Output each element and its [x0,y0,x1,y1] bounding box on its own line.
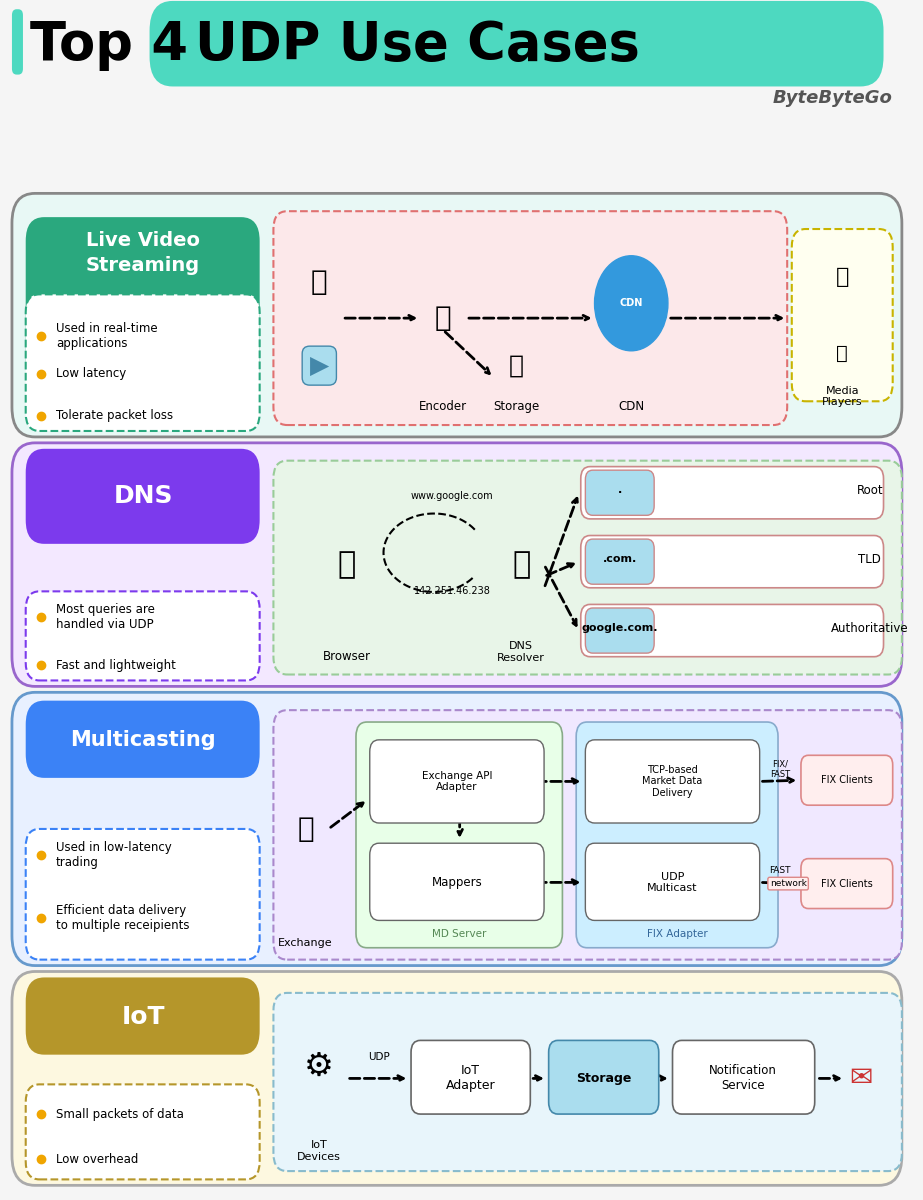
Text: IoT
Adapter: IoT Adapter [446,1064,496,1092]
Text: UDP: UDP [368,1052,390,1062]
FancyBboxPatch shape [548,1040,659,1114]
Text: Browser: Browser [323,649,371,662]
Text: FIX Clients: FIX Clients [821,775,873,785]
FancyBboxPatch shape [26,217,259,389]
FancyBboxPatch shape [673,1040,815,1114]
FancyBboxPatch shape [585,608,654,653]
FancyBboxPatch shape [581,467,883,518]
Text: .com.: .com. [603,554,638,564]
Text: Media
Players: Media Players [821,385,863,407]
Text: Most queries are
handled via UDP: Most queries are handled via UDP [56,604,155,631]
FancyBboxPatch shape [273,211,787,425]
Text: 🗄: 🗄 [512,550,530,580]
FancyBboxPatch shape [273,992,902,1171]
FancyBboxPatch shape [801,755,893,805]
Text: Mappers: Mappers [432,876,483,889]
FancyBboxPatch shape [12,972,902,1186]
Text: google.com.: google.com. [582,623,658,634]
FancyBboxPatch shape [12,443,902,686]
FancyBboxPatch shape [411,1040,531,1114]
Text: Exchange API
Adapter: Exchange API Adapter [422,770,492,792]
Text: Low latency: Low latency [56,367,126,380]
FancyBboxPatch shape [12,10,23,74]
Text: CDN: CDN [618,400,644,413]
Text: Multicasting: Multicasting [70,730,216,750]
FancyBboxPatch shape [585,539,654,584]
FancyBboxPatch shape [576,722,778,948]
Text: Exchange: Exchange [278,937,333,948]
Text: Used in low-latency
trading: Used in low-latency trading [56,841,172,869]
Text: 📁: 📁 [509,354,524,378]
FancyBboxPatch shape [26,449,259,544]
Text: Storage: Storage [576,1072,631,1085]
FancyBboxPatch shape [792,229,893,401]
FancyBboxPatch shape [273,710,902,960]
Text: FIX Adapter: FIX Adapter [647,930,707,940]
Text: 🏦: 🏦 [297,815,314,842]
FancyBboxPatch shape [585,740,760,823]
FancyBboxPatch shape [585,470,654,515]
Text: DNS
Resolver: DNS Resolver [497,641,545,662]
FancyBboxPatch shape [581,605,883,656]
Text: 🖥: 🖥 [835,266,849,287]
FancyBboxPatch shape [581,535,883,588]
Text: UDP
Multicast: UDP Multicast [647,871,698,893]
Text: TCP-based
Market Data
Delivery: TCP-based Market Data Delivery [642,764,702,798]
Text: TLD: TLD [858,553,881,565]
FancyBboxPatch shape [26,294,259,431]
Text: FAST: FAST [769,866,791,875]
Text: network: network [770,880,807,888]
FancyBboxPatch shape [370,844,544,920]
Text: ⚙️: ⚙️ [305,1050,334,1084]
Text: .: . [618,485,622,496]
Text: DNS: DNS [114,485,173,509]
FancyBboxPatch shape [801,859,893,908]
FancyBboxPatch shape [273,461,902,674]
Text: Authoritative: Authoritative [831,622,908,635]
FancyBboxPatch shape [26,829,259,960]
Text: Storage: Storage [494,400,540,413]
Text: 🎤: 🎤 [311,269,328,296]
Text: UDP Use Cases: UDP Use Cases [196,19,641,71]
Circle shape [594,256,668,350]
Text: IoT
Devices: IoT Devices [297,1140,342,1162]
Text: Notification
Service: Notification Service [709,1064,777,1092]
FancyBboxPatch shape [12,193,902,437]
Text: www.google.com: www.google.com [411,491,494,502]
Text: Tolerate packet loss: Tolerate packet loss [56,409,174,422]
FancyBboxPatch shape [26,592,259,680]
Text: IoT: IoT [122,1004,165,1028]
FancyBboxPatch shape [26,978,259,1055]
Text: Top 4: Top 4 [30,19,207,71]
FancyBboxPatch shape [370,740,544,823]
Text: Encoder: Encoder [419,400,467,413]
Text: Fast and lightweight: Fast and lightweight [56,659,176,672]
Text: 📱: 📱 [836,344,848,364]
Text: ByteByteGo: ByteByteGo [773,89,893,107]
Text: 💻: 💻 [435,304,451,332]
Text: ✉: ✉ [849,1064,872,1092]
Text: Used in real-time
applications: Used in real-time applications [56,322,158,350]
Text: Root: Root [857,484,883,497]
Text: FIX/
FAST: FIX/ FAST [770,760,790,779]
Text: Efficient data delivery
to multiple receipients: Efficient data delivery to multiple rece… [56,904,189,932]
Text: Live Video
Streaming: Live Video Streaming [86,230,200,275]
Text: Small packets of data: Small packets of data [56,1108,184,1121]
FancyBboxPatch shape [26,701,259,778]
FancyBboxPatch shape [12,692,902,966]
Text: Low overhead: Low overhead [56,1153,138,1165]
Text: 142.251.46.238: 142.251.46.238 [414,587,491,596]
FancyBboxPatch shape [150,1,883,86]
Text: MD Server: MD Server [432,930,485,940]
Text: ▶: ▶ [310,354,329,378]
FancyBboxPatch shape [356,722,562,948]
Text: CDN: CDN [619,299,643,308]
Text: FIX Clients: FIX Clients [821,878,873,888]
FancyBboxPatch shape [585,844,760,920]
Text: 🌐: 🌐 [338,550,356,580]
FancyBboxPatch shape [26,1085,259,1180]
